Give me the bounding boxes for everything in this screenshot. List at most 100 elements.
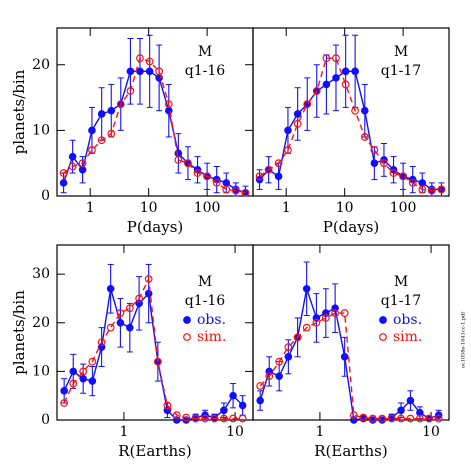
data-point — [97, 110, 106, 118]
side-note: oc1058e-1641cc-1.pdf — [461, 311, 467, 368]
data-point — [59, 179, 68, 187]
plot-frame — [56, 27, 254, 197]
data-point — [406, 414, 415, 423]
data-point — [126, 67, 135, 76]
x-tick-label: 10 — [140, 200, 158, 216]
y-axis-label: planets/bin — [10, 290, 28, 375]
data-point — [144, 289, 153, 298]
y-axis-label: planets/bin — [10, 69, 28, 154]
data-point — [201, 414, 209, 423]
data-point — [427, 186, 436, 195]
data-point — [284, 353, 293, 361]
data-point — [302, 284, 311, 293]
data-point — [136, 67, 144, 76]
series — [256, 309, 443, 423]
data-point — [182, 413, 191, 422]
data-point — [406, 396, 415, 405]
data-point — [256, 382, 265, 390]
data-point — [360, 106, 369, 115]
x-tick-label: 10 — [226, 424, 244, 440]
data-point — [397, 414, 405, 423]
data-point — [322, 54, 331, 63]
data-point — [184, 159, 192, 168]
data-point — [172, 411, 181, 420]
annotation: q1-16 — [185, 293, 226, 309]
data-point — [389, 169, 398, 177]
data-point — [97, 136, 106, 145]
data-point — [88, 357, 97, 366]
data-point — [418, 185, 427, 194]
data-point — [107, 129, 116, 138]
data-point — [106, 284, 115, 293]
x-tick-label: 10 — [336, 200, 354, 216]
annotation: q1-16 — [185, 63, 226, 79]
data-point — [359, 413, 368, 422]
data-point — [164, 100, 173, 109]
data-point — [284, 126, 292, 135]
y-tick-label: 20 — [32, 315, 50, 331]
legend-marker — [183, 316, 191, 324]
x-tick-label: 1 — [119, 424, 128, 440]
plot-frame — [252, 27, 450, 197]
data-point — [416, 408, 424, 417]
data-point — [126, 323, 134, 332]
data-point — [303, 100, 312, 109]
data-point — [60, 387, 68, 395]
data-point — [331, 309, 340, 317]
data-point — [229, 414, 237, 423]
data-point — [368, 414, 377, 423]
data-point — [220, 406, 228, 415]
data-point — [69, 367, 78, 376]
data-point — [418, 179, 427, 187]
y-tick-label: 30 — [32, 266, 50, 282]
series-line — [63, 57, 246, 194]
legend-marker — [379, 316, 387, 324]
data-point — [68, 162, 77, 171]
data-point — [380, 159, 388, 168]
data-point — [68, 152, 77, 161]
data-point — [193, 169, 202, 177]
data-point — [265, 372, 274, 381]
data-point — [88, 146, 96, 154]
data-point — [231, 186, 240, 195]
data-point — [293, 333, 302, 342]
data-point — [341, 67, 350, 76]
data-point — [145, 57, 154, 66]
data-point — [340, 309, 349, 317]
data-point — [238, 414, 247, 423]
data-point — [332, 74, 340, 82]
data-point — [78, 159, 87, 168]
data-point — [60, 399, 69, 407]
data-point — [341, 80, 350, 89]
x-axis-label: P(days) — [323, 218, 380, 236]
data-point — [415, 414, 424, 423]
data-point — [125, 304, 134, 313]
data-point — [284, 146, 292, 154]
series-line — [259, 312, 439, 420]
data-point — [144, 275, 153, 283]
data-point — [88, 377, 97, 385]
data-point — [164, 106, 173, 115]
data-point — [312, 87, 321, 95]
data-point — [434, 414, 443, 423]
x-tick-label: 1 — [86, 200, 95, 216]
data-point — [174, 149, 183, 158]
data-point — [79, 374, 87, 383]
data-point — [222, 179, 231, 187]
x-tick-label: 1 — [315, 424, 324, 440]
data-point — [437, 185, 446, 194]
data-point — [203, 172, 212, 181]
series-line — [259, 57, 442, 192]
data-point — [79, 367, 88, 376]
data-point — [387, 414, 396, 423]
data-point — [264, 165, 273, 174]
data-point — [219, 414, 228, 423]
data-point — [126, 87, 135, 95]
data-point — [397, 406, 405, 415]
series — [59, 54, 250, 197]
data-point — [69, 379, 78, 388]
y-tick-label: 10 — [32, 122, 50, 138]
data-point — [340, 353, 349, 361]
data-point — [312, 318, 321, 327]
